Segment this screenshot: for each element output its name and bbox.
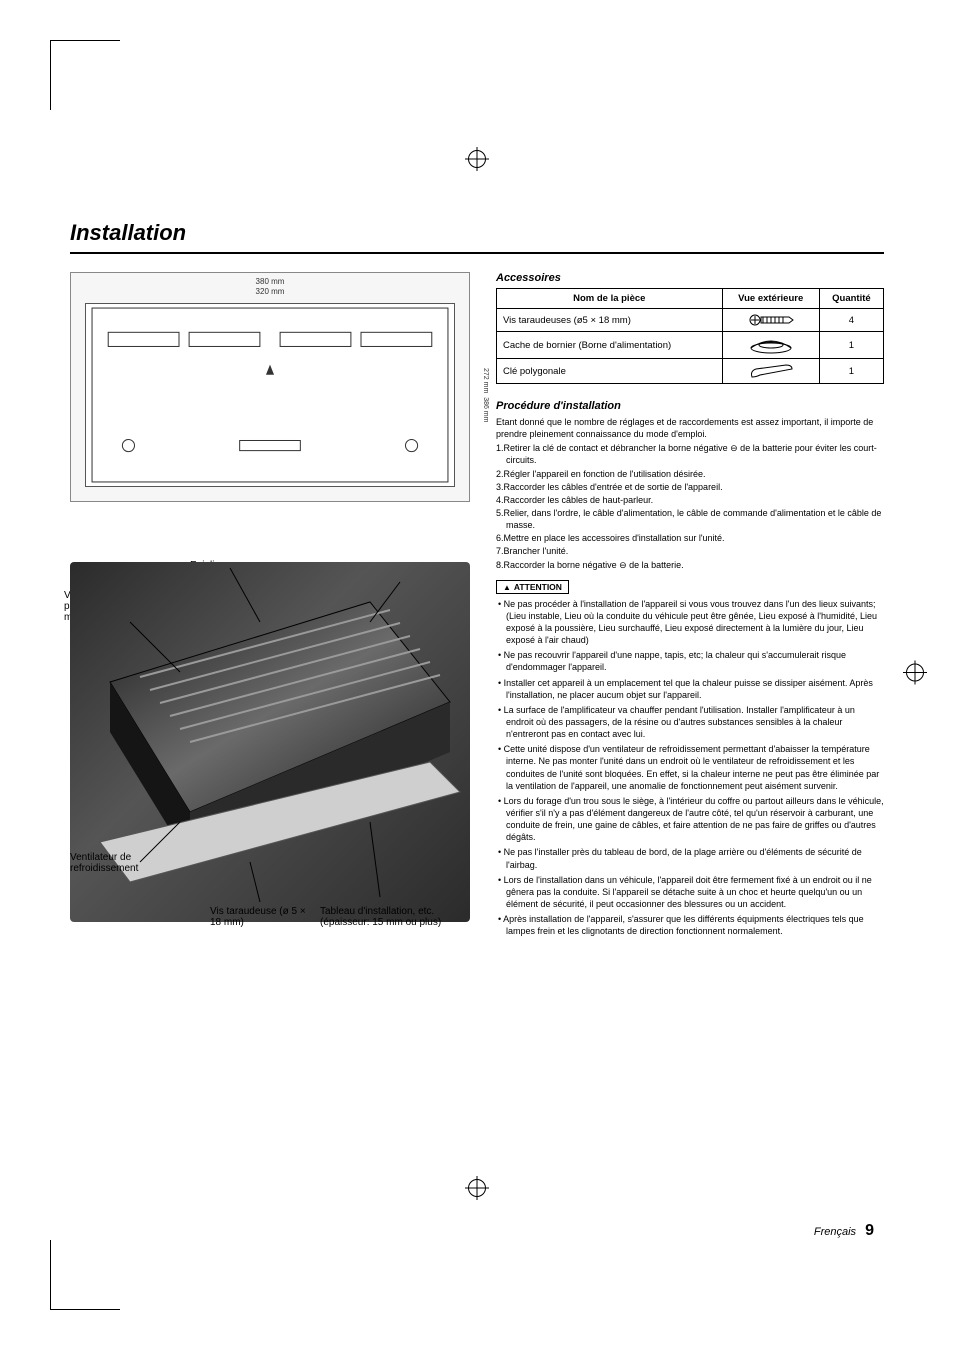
list-item: 2.Régler l'appareil en fonction de l'uti… <box>506 468 884 480</box>
list-item: Cette unité dispose d'un ventilateur de … <box>506 743 884 792</box>
table-row: Cache de bornier (Borne d'alimentation) … <box>497 332 884 359</box>
list-item: Après installation de l'appareil, s'assu… <box>506 913 884 937</box>
cell-qty: 4 <box>819 309 883 332</box>
list-item: Ne pas l'installer près du tableau de bo… <box>506 846 884 870</box>
list-item: Lors du forage d'un trou sous le siège, … <box>506 795 884 844</box>
cell-name: Vis taraudeuses (ø5 × 18 mm) <box>497 309 723 332</box>
table-row: Vis taraudeuses (ø5 × 18 mm) 4 <box>497 309 884 332</box>
page: Installation 380 mm 320 mm <box>0 0 954 1350</box>
procedure-intro-text: Etant donné que le nombre de réglages et… <box>496 416 884 440</box>
accessoires-table: Nom de la pièce Vue extérieure Quantité … <box>496 288 884 384</box>
list-item: 4.Raccorder les câbles de haut-parleur. <box>506 494 884 506</box>
right-column: Accessoires Nom de la pièce Vue extérieu… <box>496 272 884 940</box>
attention-label: ATTENTION <box>496 580 569 594</box>
list-item: 1.Retirer la clé de contact et débranche… <box>506 442 884 466</box>
list-item: Ne pas recouvrir l'appareil d'une nappe,… <box>506 649 884 673</box>
cell-qty: 1 <box>819 359 883 384</box>
installation-photo-block: Enjoliveur Vis d'assemblage à six pans c… <box>70 562 470 922</box>
procedure-intro: Etant donné que le nombre de réglages et… <box>496 416 884 440</box>
cover-icon <box>748 336 794 354</box>
cell-icon <box>722 332 819 359</box>
height-inner: 272 mm <box>482 368 489 393</box>
list-item: Installer cet appareil à un emplacement … <box>506 677 884 701</box>
figure-width-labels: 380 mm 320 mm <box>256 277 285 296</box>
page-title: Installation <box>70 220 884 246</box>
title-rule <box>70 252 884 254</box>
list-item: 7.Brancher l'unité. <box>506 545 884 557</box>
procedure-heading: Procédure d'installation <box>496 400 884 412</box>
two-column-layout: 380 mm 320 mm <box>70 272 884 940</box>
width-outer: 380 mm <box>256 277 285 287</box>
table-header-row: Nom de la pièce Vue extérieure Quantité <box>497 289 884 309</box>
height-outer: 386 mm <box>482 397 489 422</box>
list-item: Ne pas procéder à l'installation de l'ap… <box>506 598 884 647</box>
width-inner: 320 mm <box>256 287 285 297</box>
label-vis-taraudeuse: Vis taraudeuse (ø 5 × 18 mm) <box>210 906 310 928</box>
cell-qty: 1 <box>819 332 883 359</box>
figure-height-labels: 272 mm 386 mm <box>471 303 489 487</box>
figure-device-outline <box>85 303 455 487</box>
list-item: Lors de l'installation dans un véhicule,… <box>506 874 884 910</box>
dimensional-figure: 380 mm 320 mm <box>70 272 470 502</box>
attention-list: Ne pas procéder à l'installation de l'ap… <box>496 598 884 938</box>
cell-name: Clé polygonale <box>497 359 723 384</box>
list-item: 5.Relier, dans l'ordre, le câble d'alime… <box>506 507 884 531</box>
table-row: Clé polygonale 1 <box>497 359 884 384</box>
col-view: Vue extérieure <box>722 289 819 309</box>
list-item: 3.Raccorder les câbles d'entrée et de so… <box>506 481 884 493</box>
wrench-icon <box>748 363 794 379</box>
label-tableau: Tableau d'installation, etc. (épaisseur:… <box>320 906 470 928</box>
label-ventilateur: Ventilateur de refroidissement <box>70 852 170 874</box>
accessoires-heading: Accessoires <box>496 272 884 284</box>
list-item: 8.Raccorder la borne négative ⊖ de la ba… <box>506 559 884 571</box>
left-column: 380 mm 320 mm <box>70 272 470 940</box>
page-footer: Frençais 9 <box>814 1222 874 1240</box>
col-qty: Quantité <box>819 289 883 309</box>
list-item: La surface de l'amplificateur va chauffe… <box>506 704 884 740</box>
footer-language: Frençais <box>814 1226 856 1238</box>
col-name: Nom de la pièce <box>497 289 723 309</box>
cell-icon <box>722 359 819 384</box>
device-schematic-icon <box>86 304 454 486</box>
procedure-steps: 1.Retirer la clé de contact et débranche… <box>496 442 884 570</box>
cell-icon <box>722 309 819 332</box>
list-item: 6.Mettre en place les accessoires d'inst… <box>506 532 884 544</box>
cell-name: Cache de bornier (Borne d'alimentation) <box>497 332 723 359</box>
footer-page-number: 9 <box>865 1222 874 1239</box>
screw-icon <box>748 313 794 327</box>
